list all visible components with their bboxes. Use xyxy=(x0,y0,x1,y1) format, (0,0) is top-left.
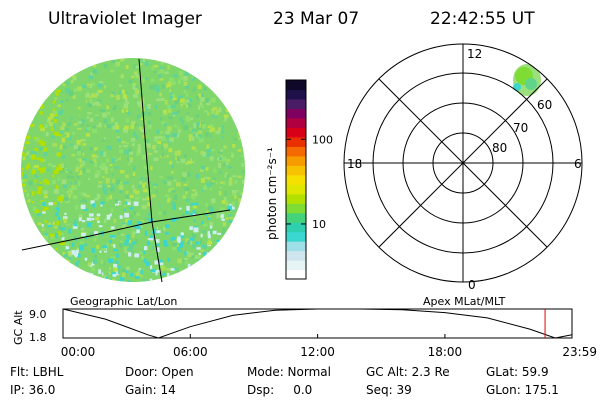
colorbar-segment xyxy=(286,165,306,176)
colorbar-tick-label: 100 xyxy=(312,133,333,146)
geo-meridian-line xyxy=(138,58,163,283)
mlt-label-right: 6 xyxy=(574,157,582,171)
strip-left-label: Geographic Lat/Lon xyxy=(70,295,177,308)
lat-label-60: 60 xyxy=(537,98,552,112)
altitude-strip: Geographic Lat/Lon Apex MLat/MLT GC Alt … xyxy=(12,295,597,359)
mlt-label-top: 12 xyxy=(467,47,482,61)
mlt-label-left: 18 xyxy=(347,157,362,171)
earth-disk-image xyxy=(21,58,245,283)
colorbar-segment xyxy=(286,146,306,157)
colorbar-segment xyxy=(286,260,306,271)
colorbar-segment xyxy=(286,231,306,242)
strip-ytick-top: 9.0 xyxy=(29,308,47,321)
colorbar-segment xyxy=(286,193,306,204)
glat-info: GLat: 59.9 xyxy=(486,365,549,379)
door-info: Door: Open xyxy=(125,365,194,379)
gain-info: Gain: 14 xyxy=(125,383,176,397)
polar-diagonal-2 xyxy=(378,78,548,248)
strip-xtick-label: 18:00 xyxy=(428,345,463,359)
strip-xtick-label: 00:00 xyxy=(61,345,96,359)
colorbar-segment xyxy=(286,184,306,195)
strip-xtick-label: 12:00 xyxy=(300,345,335,359)
strip-frame xyxy=(62,308,573,339)
colorbar-segment xyxy=(286,203,306,214)
observation-date: 23 Mar 07 xyxy=(273,9,359,29)
lat-label-70: 70 xyxy=(513,121,528,135)
colorbar-segment xyxy=(286,89,306,100)
aurora-blob xyxy=(513,64,541,96)
colorbar-segment xyxy=(286,127,306,138)
instrument-title: Ultraviolet Imager xyxy=(48,9,202,29)
geo-latitude-line xyxy=(21,209,231,251)
colorbar-segment xyxy=(286,117,306,128)
lat-label-80: 80 xyxy=(492,141,507,155)
mode-info: Mode: Normal xyxy=(247,365,331,379)
colorbar-label: photon cm⁻²s⁻¹ xyxy=(265,147,279,240)
observation-time: 22:42:55 UT xyxy=(430,9,535,29)
glon-info: GLon: 175.1 xyxy=(486,383,559,397)
strip-xtick-label: 06:00 xyxy=(173,345,208,359)
mlt-label-bottom: 0 xyxy=(468,278,476,292)
colorbar-segment xyxy=(286,136,306,147)
gc-alt-info: GC Alt: 2.3 Re xyxy=(366,365,450,379)
colorbar-segment xyxy=(286,222,306,233)
dsp-info: Dsp: 0.0 xyxy=(247,383,312,397)
colorbar-segment xyxy=(286,80,306,91)
colorbar-segment xyxy=(286,108,306,119)
colorbar-frame xyxy=(285,79,307,280)
colorbar-segment xyxy=(286,241,306,252)
altitude-curve xyxy=(62,308,573,339)
polar-plot: 12 0 18 6 60 70 80 xyxy=(343,43,583,292)
colorbar-tick-label: 10 xyxy=(312,218,326,231)
footer-info: Flt: LBHL Door: Open Mode: Normal GC Alt… xyxy=(10,365,559,397)
colorbar-segment xyxy=(286,250,306,261)
colorbar-segment xyxy=(286,269,306,280)
colorbar-segment xyxy=(286,174,306,185)
colorbar: 100 10 photon cm⁻²s⁻¹ xyxy=(265,79,333,280)
strip-right-label: Apex MLat/MLT xyxy=(423,295,506,308)
colorbar-segment xyxy=(286,155,306,166)
colorbar-segment xyxy=(286,98,306,110)
strip-ytick-bottom: 1.8 xyxy=(29,331,47,344)
ip-info: IP: 36.0 xyxy=(10,383,55,397)
filter-info: Flt: LBHL xyxy=(10,365,64,379)
strip-xtick-label: 23:59 xyxy=(562,345,597,359)
seq-info: Seq: 39 xyxy=(366,383,412,397)
strip-axis-title: GC Alt xyxy=(12,310,25,345)
colorbar-segment xyxy=(286,212,306,223)
